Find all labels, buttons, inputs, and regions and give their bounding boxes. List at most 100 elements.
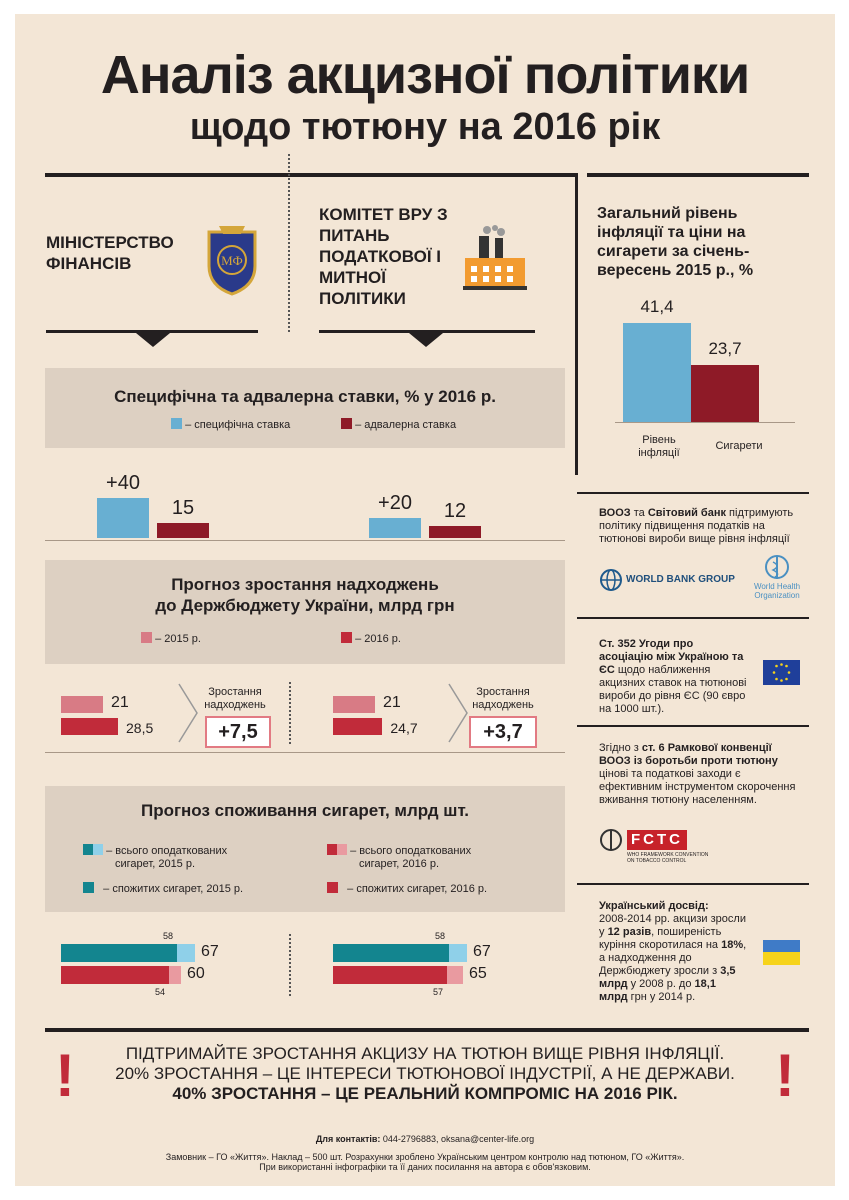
ministry-growth-label: Зростання надходжень [197, 686, 273, 712]
ministry-emblem-icon: МФ [201, 222, 263, 296]
consumption-chart-area: 67 58 60 54 67 58 65 57 [45, 931, 565, 1004]
chart-data-label: 21 [383, 694, 401, 711]
chart-data-label: 21 [111, 694, 129, 711]
fctc-logo-sub: WHO FRAMEWORK CONVENTION ON TOBACCO CONTR… [627, 852, 708, 864]
legend-consumed-2015-swatch [83, 882, 94, 893]
rates-ministry-chart: +40 15 [45, 462, 285, 540]
committee-growth-label: Зростання надходжень [465, 686, 541, 712]
ministry-chevron-icon [173, 682, 203, 744]
committee-chevron-icon [443, 682, 473, 744]
eu-text-rest: щодо наближення акцизних ставок на тютюн… [599, 664, 747, 715]
committee-growth-value: +3,7 [469, 716, 537, 748]
ministry-growth-label-2: надходжень [204, 699, 266, 711]
fctc-sub-line2: ON TOBACCO CONTROL [627, 858, 687, 864]
ukraine-p4: у 2008 р. до [627, 978, 695, 990]
who-logo-text: World Health Organization [743, 582, 811, 600]
consumption-ministry-chart: 67 58 60 54 [45, 931, 285, 1004]
ukraine-b4: 18,1 млрд [599, 978, 716, 1003]
chart-data-label: 60 [187, 965, 205, 982]
ministry-growth-label-1: Зростання [208, 686, 262, 698]
chart-bar [61, 966, 169, 984]
orgs-dotted-divider [288, 154, 292, 332]
revenue-header-box: Прогноз зростання надходжень до Держбюдж… [45, 560, 565, 664]
legend-taxed-2016-label-1: – всього оподаткованих [350, 845, 472, 857]
legend-consumed-2015-label: – спожитих сигарет, 2015 р. [103, 883, 244, 895]
side-rule-1 [577, 492, 809, 494]
top-rule-right [587, 173, 809, 177]
legend-taxed-2015: – всього оподаткованих сигарет, 2015 р. [83, 844, 227, 871]
ukraine-p2: , поширеність куріння скоротилася на [599, 926, 722, 951]
chart-data-label: 67 [473, 943, 491, 960]
infographic-page: Аналіз акцизної політики щодо тютюну на … [15, 14, 835, 1186]
fctc-text-bold: ст. 6 Рамкової конвенції ВООЗ із боротьб… [599, 742, 778, 767]
chart-data-label: 67 [201, 943, 219, 960]
revenue-baseline [45, 752, 565, 753]
fctc-text-pre: Згідно з [599, 742, 642, 754]
eu-text: Ст. 352 Угоди про асоціацію між Україною… [599, 638, 747, 716]
chart-bar [61, 944, 177, 962]
chart-data-label: 58 [163, 931, 174, 941]
revenue-committee-chart: 21 24,7 [317, 682, 477, 744]
chart-bar [61, 718, 118, 735]
legend-taxed-2016-swatch-a [327, 844, 337, 855]
revenue-title-2: до Держбюджету України, млрд грн [155, 596, 455, 615]
top-rule-left [45, 173, 577, 177]
fctc-text: Згідно з ст. 6 Рамкової конвенції ВООЗ і… [599, 742, 799, 807]
factory-icon [457, 224, 533, 294]
side-rule-4 [577, 883, 809, 885]
committee-rule [319, 330, 535, 333]
chart-data-label: 28,5 [126, 720, 154, 736]
who-logo-line2: Organization [754, 591, 800, 600]
inflation-title: Загальний рівень інфляції та ціни на сиг… [597, 205, 754, 279]
rates-baseline [45, 540, 565, 541]
ukraine-p3: , а надходження до Держбюджету зросли з [599, 939, 747, 977]
fctc-sub-line1: WHO FRAMEWORK CONVENTION [627, 852, 709, 858]
footer-line2: 20% ЗРОСТАННЯ – ЦЕ ІНТЕРЕСИ ТЮТЮНОВОЇ ІН… [115, 1064, 735, 1083]
inflation-cat1-line1: Рівень [642, 434, 676, 446]
chart-data-label: 12 [443, 500, 467, 522]
rates-header-box: Специфічна та адвалерна ставки, % у 2016… [45, 368, 565, 448]
side-rule-3 [577, 725, 809, 727]
chart-bar [333, 696, 375, 713]
inflation-cat1-label: Рівень інфляції [619, 434, 699, 460]
page-subtitle: щодо тютюну на 2016 рік [189, 106, 661, 148]
footer-callout: ПІДТРИМАЙТЕ ЗРОСТАННЯ АКЦИЗУ НА ТЮТЮН ВИ… [85, 1044, 765, 1104]
chart-bar [333, 944, 449, 962]
legend-2016: – 2016 р. [341, 632, 401, 645]
chart-bar [333, 718, 383, 735]
globe-icon [600, 569, 622, 591]
fctc-logo-text: FCTC [627, 830, 687, 850]
chart-data-label: 54 [155, 987, 166, 997]
legend-2015-label: – 2015 р. [155, 633, 201, 645]
contacts-label: Для контактів: [315, 1134, 381, 1144]
fctc-who-emblem-icon [600, 829, 622, 851]
who-logo-line1: World Health [753, 582, 801, 591]
legend-2016-label: – 2016 р. [355, 633, 401, 645]
revenue-title-1: Прогноз зростання надходжень [171, 575, 439, 594]
legend-advalorem: – адвалерна ставка [341, 418, 456, 431]
chart-bar [61, 696, 103, 713]
fctc-text-rest: цінові та податкові заходи є ефективним … [599, 768, 796, 806]
legend-taxed-2015-label-1: – всього оподаткованих [106, 845, 228, 857]
chart-bar [333, 966, 447, 984]
legend-specific-swatch [171, 418, 182, 429]
committee-arrow-icon [409, 333, 443, 347]
who-text-mid: та [630, 507, 648, 519]
chart-data-label: +40 [106, 472, 140, 494]
legend-taxed-2016-swatch-b [337, 844, 347, 855]
ukraine-b2: 18% [721, 939, 744, 951]
committee-growth-label-2: надходжень [472, 699, 534, 711]
chart-data-label: 24,7 [390, 720, 418, 736]
chart-data-label: 23,7 [708, 339, 742, 359]
ukraine-p5: грн у 2014 р. [627, 991, 696, 1003]
chart-data-label: 41,4 [640, 296, 674, 316]
ministry-label: МІНІСТЕРСТВО ФІНАНСІВ [46, 233, 174, 273]
consumption-dotted-divider [289, 934, 291, 996]
ukraine-text: Український досвід: 2008-2014 рр. акцизи… [599, 900, 747, 1004]
inflation-cat2-label: Сигарети [715, 440, 763, 452]
committee-growth-label-1: Зростання [476, 686, 530, 698]
legend-taxed-2015-swatch-b [93, 844, 103, 855]
exclaim-left-icon: ! [55, 1042, 75, 1109]
revenue-chart-area: 21 28,5 Зростання надходжень +7,5 21 24,7 З… [45, 682, 565, 754]
svg-text:МФ: МФ [221, 253, 243, 268]
